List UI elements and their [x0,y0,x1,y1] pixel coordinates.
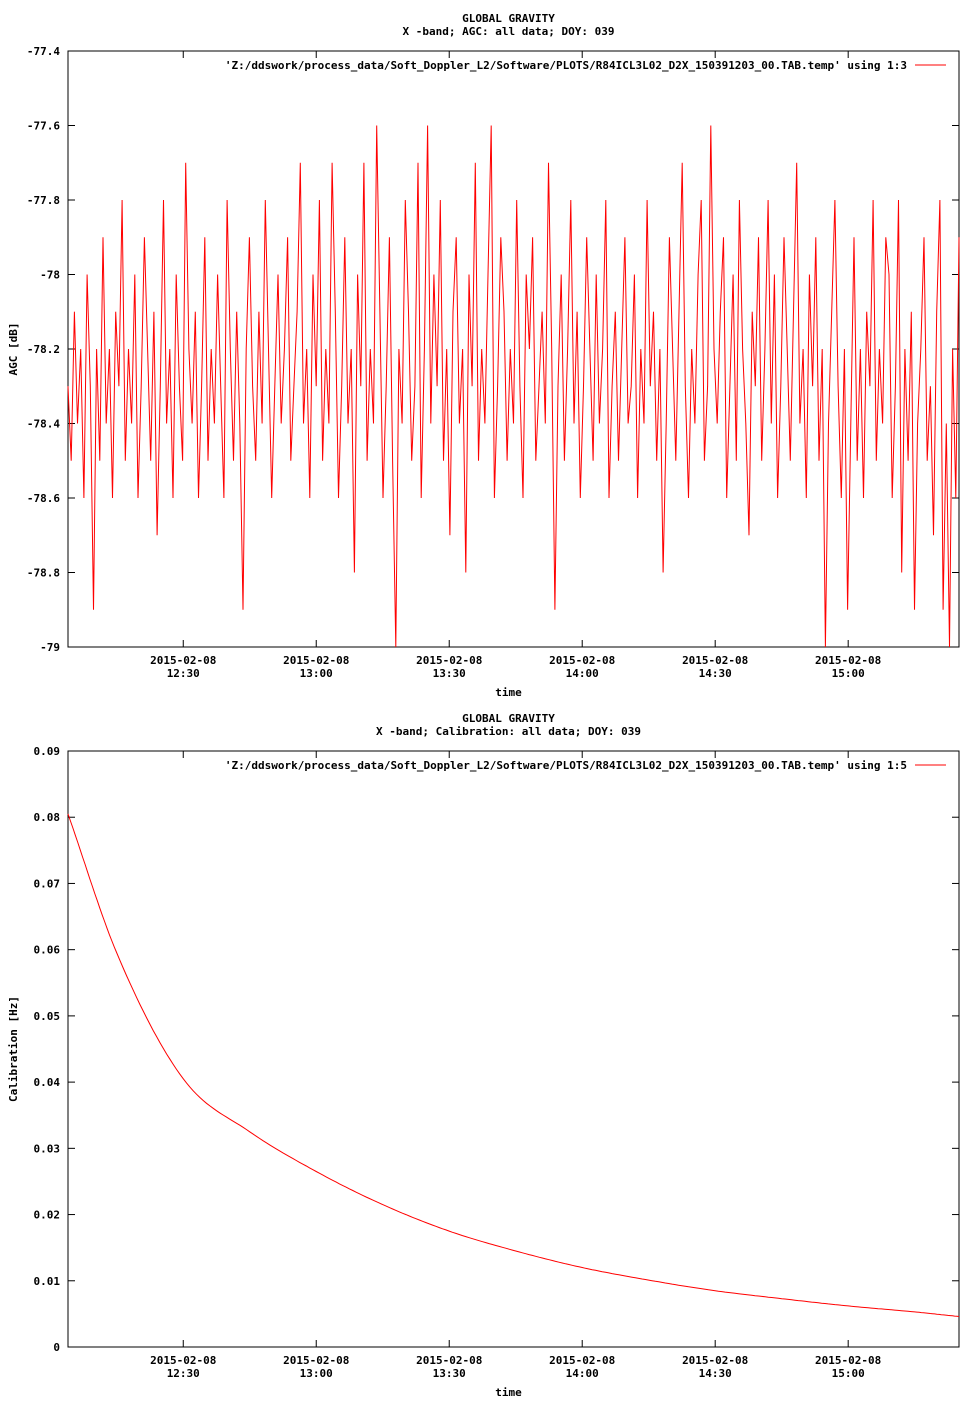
y-tick-label: 0.02 [34,1209,61,1222]
y-tick-label: -78.2 [27,343,60,356]
x-tick-label-time: 13:00 [300,667,333,680]
x-tick-label-date: 2015-02-08 [416,1354,482,1367]
x-tick-label-date: 2015-02-08 [815,654,881,667]
legend-label: 'Z:/ddswork/process_data/Soft_Doppler_L2… [225,759,907,772]
x-tick-label-time: 14:30 [699,1367,732,1380]
x-tick-label-time: 15:00 [832,667,865,680]
x-tick-label-date: 2015-02-08 [283,1354,349,1367]
y-tick-label: 0.09 [34,745,61,758]
y-tick-label: -78.6 [27,492,60,505]
plot-frame [67,50,960,648]
series-line [67,125,960,648]
y-tick-label: 0.05 [34,1010,61,1023]
y-tick-label: 0.06 [34,944,61,957]
chart-title: GLOBAL GRAVITY [462,712,555,725]
x-tick-label-time: 13:30 [433,667,466,680]
x-tick-label-time: 12:30 [167,667,200,680]
chart-title: GLOBAL GRAVITY [462,12,555,25]
chart-subtitle: X -band; Calibration: all data; DOY: 039 [376,725,641,738]
y-tick-label: 0 [53,1341,60,1354]
y-tick-label: 0.01 [34,1275,61,1288]
y-tick-label: 0.04 [34,1076,61,1089]
y-tick-label: -77.6 [27,120,60,133]
plot-frame [67,750,960,1348]
x-tick-label-date: 2015-02-08 [549,1354,615,1367]
x-tick-label-time: 13:00 [300,1367,333,1380]
y-tick-label: 0.08 [34,811,61,824]
x-tick-label-time: 15:00 [832,1367,865,1380]
x-tick-label-date: 2015-02-08 [283,654,349,667]
x-tick-label-date: 2015-02-08 [549,654,615,667]
chart-subtitle: X -band; AGC: all data; DOY: 039 [403,25,615,38]
y-tick-label: -78.4 [27,418,60,431]
x-tick-label-date: 2015-02-08 [416,654,482,667]
x-tick-label-time: 12:30 [167,1367,200,1380]
x-tick-label-time: 13:30 [433,1367,466,1380]
x-axis-label: time [495,1386,522,1399]
x-tick-label-time: 14:00 [566,667,599,680]
y-axis-label: AGC [dB] [7,323,20,376]
x-axis-label: time [495,686,522,699]
y-tick-label: -78 [40,269,60,282]
y-tick-label: 0.03 [34,1142,61,1155]
y-tick-label: -78.8 [27,567,60,580]
y-tick-label: -77.8 [27,194,60,207]
y-tick-label: -77.4 [27,45,60,58]
series-line [67,813,960,1317]
x-tick-label-time: 14:30 [699,667,732,680]
y-tick-label: -79 [40,641,60,654]
x-tick-label-date: 2015-02-08 [682,654,748,667]
legend-label: 'Z:/ddswork/process_data/Soft_Doppler_L2… [225,59,907,72]
x-tick-label-date: 2015-02-08 [682,1354,748,1367]
y-axis-label: Calibration [Hz] [7,996,20,1102]
y-tick-label: 0.07 [34,877,61,890]
x-tick-label-date: 2015-02-08 [150,654,216,667]
x-tick-label-time: 14:00 [566,1367,599,1380]
x-tick-label-date: 2015-02-08 [150,1354,216,1367]
x-tick-label-date: 2015-02-08 [815,1354,881,1367]
